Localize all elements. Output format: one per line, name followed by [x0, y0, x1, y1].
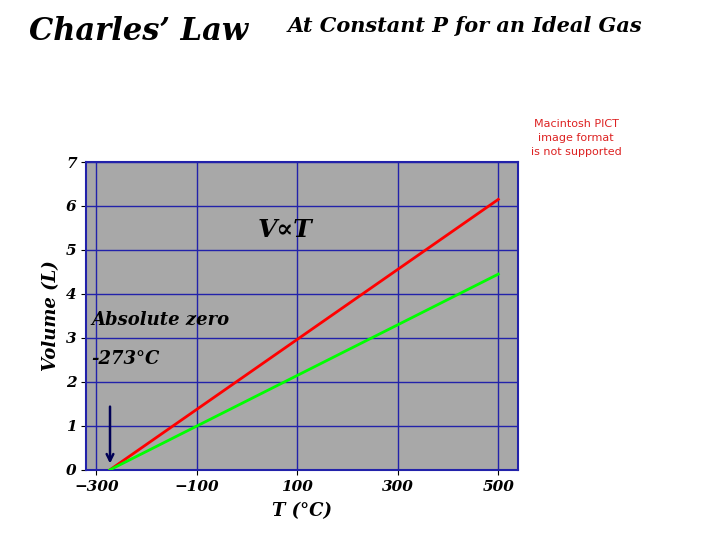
Text: V∝T: V∝T	[257, 218, 312, 242]
Text: Absolute zero: Absolute zero	[91, 310, 230, 329]
Text: -273°C: -273°C	[91, 350, 160, 368]
Text: Macintosh PICT
image format
is not supported: Macintosh PICT image format is not suppo…	[531, 119, 621, 157]
X-axis label: T (°C): T (°C)	[272, 502, 333, 520]
Text: Charles’ Law: Charles’ Law	[29, 16, 248, 47]
Y-axis label: Volume (L): Volume (L)	[42, 260, 60, 372]
Text: At Constant P for an Ideal Gas: At Constant P for an Ideal Gas	[288, 16, 643, 36]
